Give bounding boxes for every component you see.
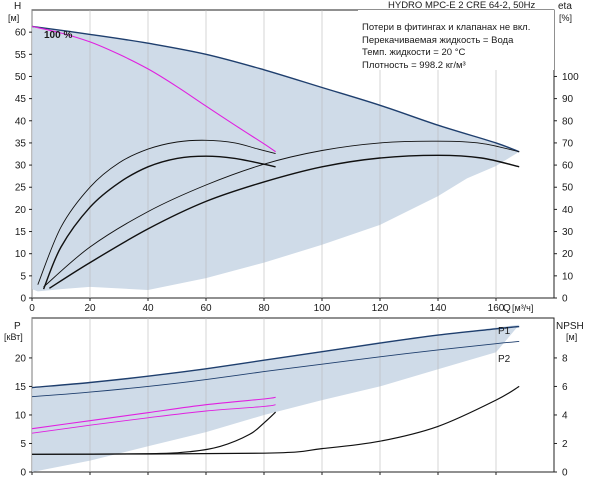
head-y2-tick-label: 80 bbox=[562, 116, 574, 127]
power-curve-power_single-2 bbox=[31, 396, 276, 430]
power-curve-power_single-3 bbox=[31, 404, 276, 434]
head-y2-tick-label: 50 bbox=[562, 183, 574, 194]
head-curve-eta_total-4 bbox=[43, 140, 520, 288]
series-label-p1: P1 bbox=[498, 326, 511, 337]
flow-tick-label: 80 bbox=[258, 303, 270, 314]
speed-label: 100 % bbox=[44, 30, 72, 41]
head-axis-label: H bbox=[14, 1, 21, 12]
head-y2-tick-label: 10 bbox=[562, 271, 574, 282]
head-y2-tick-label: 40 bbox=[562, 205, 574, 216]
head-curve-eta_single-2 bbox=[37, 139, 276, 285]
power-y-tick-label: 20 bbox=[15, 353, 27, 364]
head-y-tick-label: 0 bbox=[20, 294, 26, 305]
head-y2-tick-label: 0 bbox=[562, 294, 568, 305]
head-y2-tick-label: 30 bbox=[562, 227, 574, 238]
head-y-tick-label: 15 bbox=[15, 227, 27, 238]
npsh-axis-label: NPSH bbox=[556, 321, 584, 332]
head-curve-head-0 bbox=[31, 25, 520, 153]
flow-tick-label: 40 bbox=[142, 303, 154, 314]
flow-tick-label: 160 bbox=[488, 303, 505, 314]
power-y-tick-label: 15 bbox=[15, 382, 27, 393]
flow-tick-label: 140 bbox=[430, 303, 447, 314]
head-y-tick-label: 5 bbox=[20, 271, 26, 282]
chart-title: HYDRO MPC-E 2 CRE 64-2, 50Hz bbox=[388, 0, 536, 11]
head-y-tick-label: 50 bbox=[15, 72, 27, 83]
eta-axis-unit: [%] bbox=[559, 13, 572, 23]
flow-tick-label: 100 bbox=[314, 303, 331, 314]
npsh-axis-unit: [м] bbox=[566, 332, 577, 342]
flow-axis-label: Q bbox=[503, 303, 511, 314]
power-curve-power-0 bbox=[31, 325, 520, 389]
head-y-tick-label: 35 bbox=[15, 138, 27, 149]
head-curve-eta_single-3 bbox=[42, 155, 276, 290]
info-line-losses: Потери в фитингах и клапанах не вкл. bbox=[362, 22, 530, 33]
power-curve-npsh_total-5 bbox=[31, 385, 520, 455]
head-y-tick-label: 25 bbox=[15, 183, 27, 194]
power-y2-tick-label: 8 bbox=[562, 353, 568, 364]
power-y2-tick-label: 0 bbox=[562, 468, 568, 479]
power-y2-tick-label: 6 bbox=[562, 382, 568, 393]
head-y2-tick-label: 60 bbox=[562, 161, 574, 172]
power-y2-tick-label: 2 bbox=[562, 439, 568, 450]
head-curve-head_single-1 bbox=[31, 25, 276, 153]
power-axis-label: P bbox=[14, 321, 21, 332]
head-y2-tick-label: 70 bbox=[562, 138, 574, 149]
head-y-tick-label: 60 bbox=[15, 28, 27, 39]
power-y-tick-label: 0 bbox=[20, 468, 26, 479]
power-y-tick-label: 5 bbox=[20, 439, 26, 450]
info-line-density: Плотность = 998.2 кг/м³ bbox=[362, 60, 466, 71]
head-y2-tick-label: 90 bbox=[562, 94, 574, 105]
head-y2-tick-label: 20 bbox=[562, 249, 574, 260]
head-axis-unit: [м] bbox=[8, 13, 19, 23]
eta-axis-label: eta bbox=[558, 1, 572, 12]
head-y2-tick-label: 100 bbox=[562, 72, 579, 83]
head-y-tick-label: 40 bbox=[15, 116, 27, 127]
info-box bbox=[358, 10, 554, 70]
info-line-liquid: Перекачиваемая жидкость = Вода bbox=[362, 35, 514, 46]
head-y-tick-label: 30 bbox=[15, 161, 27, 172]
power-operating-area bbox=[32, 324, 520, 472]
power-y-tick-label: 10 bbox=[15, 410, 27, 421]
head-curve-eta_total-5 bbox=[49, 154, 520, 289]
info-line-temperature: Темп. жидкости = 20 °C bbox=[362, 47, 465, 58]
flow-tick-label: 20 bbox=[84, 303, 96, 314]
flow-tick-label: 0 bbox=[29, 303, 35, 314]
head-y-tick-label: 20 bbox=[15, 205, 27, 216]
power-y2-tick-label: 4 bbox=[562, 410, 568, 421]
series-label-p2: P2 bbox=[498, 354, 511, 365]
head-y-tick-label: 10 bbox=[15, 249, 27, 260]
power-axis-unit: [кВт] bbox=[4, 332, 23, 342]
power-curve-power-1 bbox=[31, 340, 520, 398]
flow-tick-label: 60 bbox=[200, 303, 212, 314]
flow-axis-unit: [м³/ч] bbox=[512, 303, 533, 313]
flow-tick-label: 120 bbox=[372, 303, 389, 314]
head-y-tick-label: 55 bbox=[15, 50, 27, 61]
head-y-tick-label: 45 bbox=[15, 94, 27, 105]
